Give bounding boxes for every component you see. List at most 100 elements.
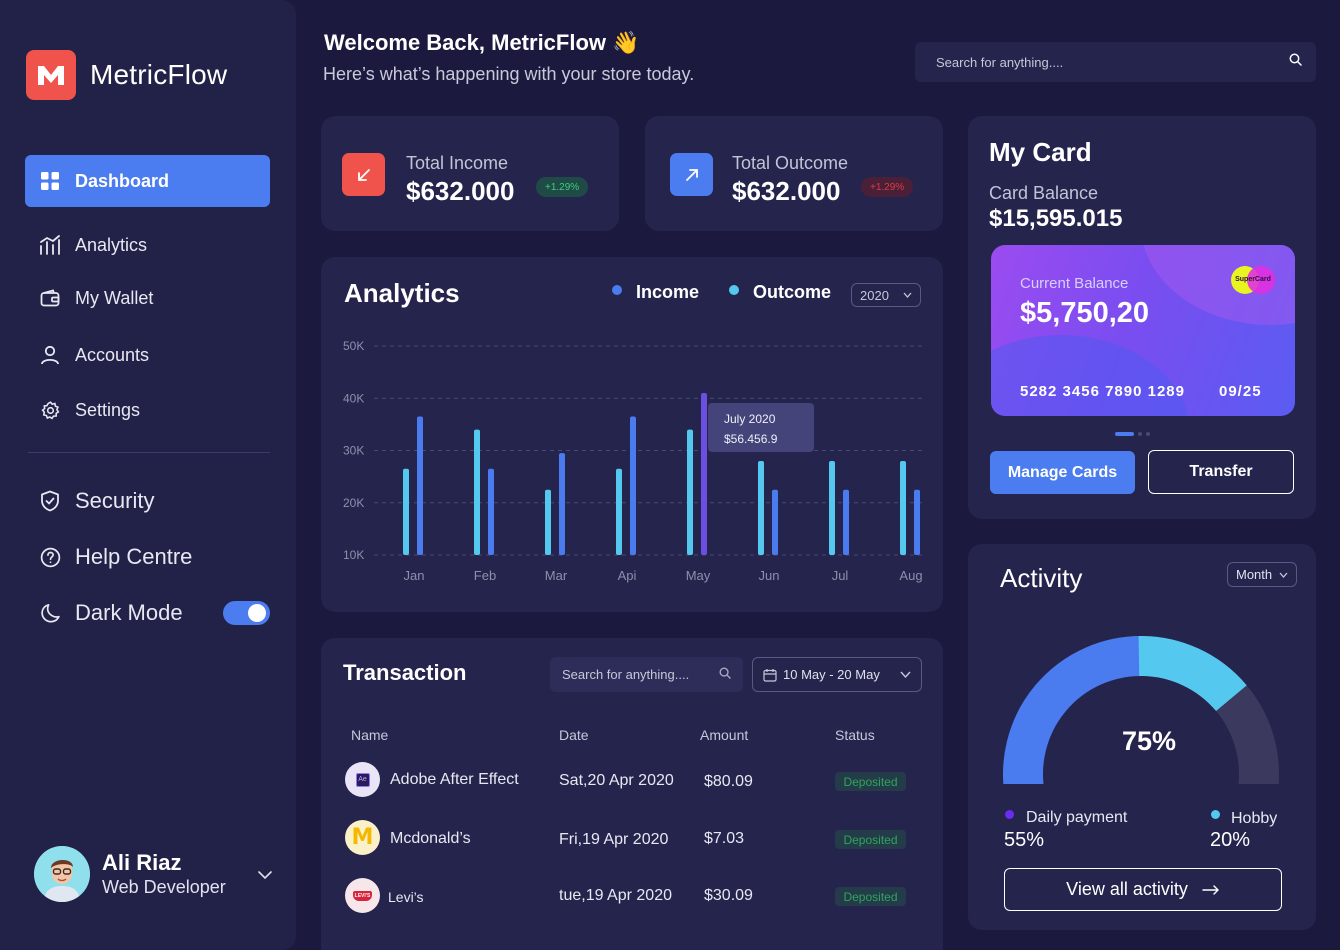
card-brand: SuperCard xyxy=(1235,276,1271,283)
card-decor-circle xyxy=(991,335,1191,416)
nav-label: Help Centre xyxy=(75,544,193,569)
bar-outcome[interactable] xyxy=(474,429,480,555)
carousel-dots[interactable] xyxy=(1115,432,1150,436)
legend-outcome: Outcome xyxy=(729,282,831,303)
calendar-icon xyxy=(763,668,777,682)
column-header-status: Status xyxy=(835,727,875,743)
x-tick-label: Jul xyxy=(832,568,849,583)
bar-outcome[interactable] xyxy=(758,460,764,555)
sidebar: MetricFlow Dashboard Analytics My Wallet… xyxy=(0,0,296,950)
current-balance-value: $5,750,20 xyxy=(1020,297,1150,329)
current-balance-label: Current Balance xyxy=(1020,275,1129,292)
column-header-amount: Amount xyxy=(700,727,749,743)
chevron-down-icon xyxy=(900,671,911,678)
daily-label: Daily payment xyxy=(1026,809,1128,826)
bar-income[interactable] xyxy=(559,453,565,555)
gauge-daily-segment xyxy=(1003,636,1142,784)
bar-outcome[interactable] xyxy=(687,429,693,555)
avatar xyxy=(34,846,90,902)
nav-item-security[interactable]: Security xyxy=(25,475,270,527)
view-all-activity-button[interactable]: View all activity xyxy=(1004,868,1282,911)
bar-outcome[interactable] xyxy=(900,460,906,555)
y-tick-label: 30K xyxy=(343,444,364,458)
nav-label: Accounts xyxy=(75,344,150,365)
total-income-card: Total Income $632.000 +1.29% xyxy=(321,116,619,231)
credit-card[interactable]: Current Balance $5,750,20 SuperCard 5282… xyxy=(991,245,1295,416)
carousel-dot[interactable] xyxy=(1138,432,1142,436)
dark-mode-toggle[interactable] xyxy=(223,601,270,625)
transfer-button[interactable]: Transfer xyxy=(1148,450,1294,494)
row-date: tue,19 Apr 2020 xyxy=(559,887,672,904)
date-range-picker[interactable]: 10 May - 20 May xyxy=(752,657,922,692)
y-tick-label: 20K xyxy=(343,496,364,510)
carousel-dot[interactable] xyxy=(1146,432,1150,436)
card-expiry: 09/25 xyxy=(1219,383,1262,400)
nav-label: Security xyxy=(75,488,155,513)
gauge-remaining-segment xyxy=(1215,685,1279,784)
legend-income-label: Income xyxy=(636,282,700,302)
bar-income[interactable] xyxy=(488,468,494,555)
search-icon[interactable] xyxy=(1289,53,1302,71)
legend-income: Income xyxy=(612,282,699,303)
nav-item-analytics[interactable]: Analytics xyxy=(25,219,270,271)
app-logo[interactable]: MetricFlow xyxy=(26,50,227,100)
row-date: Sat,20 Apr 2020 xyxy=(559,772,674,789)
date-range-value: 10 May - 20 May xyxy=(783,667,880,682)
daily-dot xyxy=(1005,810,1014,819)
logo-circle xyxy=(1247,266,1275,294)
y-tick-label: 50K xyxy=(343,339,364,353)
nav-item-help-centre[interactable]: Help Centre xyxy=(25,531,270,583)
x-tick-label: Mar xyxy=(545,568,568,583)
transaction-search xyxy=(550,657,743,692)
period-select-value: Month xyxy=(1236,567,1273,582)
card-balance-value: $15,595.015 xyxy=(989,205,1123,232)
nav-label: Settings xyxy=(75,399,141,420)
search-icon[interactable] xyxy=(719,666,731,684)
global-search xyxy=(915,42,1316,82)
bar-outcome[interactable] xyxy=(403,468,409,555)
hobby-value: 20% xyxy=(1210,829,1251,851)
status-badge: Deposited xyxy=(835,772,906,791)
year-select[interactable]: 2020 xyxy=(851,283,921,307)
period-select[interactable]: Month xyxy=(1227,562,1297,587)
nav-label: Dashboard xyxy=(75,170,170,191)
sidebar-divider xyxy=(28,452,270,453)
legend-income-dot xyxy=(612,284,622,295)
row-amount: $30.09 xyxy=(704,887,753,904)
nav-item-dashboard[interactable]: Dashboard xyxy=(25,155,270,207)
user-profile[interactable]: Ali Riaz Web Developer xyxy=(34,846,274,902)
bar-income-highlighted[interactable] xyxy=(701,393,707,555)
manage-cards-button[interactable]: Manage Cards xyxy=(990,451,1135,494)
grid-icon xyxy=(39,170,61,192)
search-input[interactable] xyxy=(936,54,1236,70)
toggle-knob xyxy=(248,604,266,622)
row-amount: $80.09 xyxy=(704,773,753,790)
y-tick-label: 10K xyxy=(343,548,364,562)
carousel-dot-active[interactable] xyxy=(1115,432,1134,436)
y-tick-label: 40K xyxy=(343,391,364,405)
analytics-icon xyxy=(39,234,61,256)
transaction-title: Transaction xyxy=(343,660,467,685)
bar-outcome[interactable] xyxy=(545,489,551,555)
nav-item-settings[interactable]: Settings xyxy=(25,384,270,436)
bar-income[interactable] xyxy=(914,489,920,555)
profile-role: Web Developer xyxy=(102,877,226,897)
nav-item-my-wallet[interactable]: My Wallet xyxy=(25,272,270,324)
bar-income[interactable] xyxy=(417,416,423,555)
chevron-down-icon[interactable] xyxy=(258,866,272,884)
transaction-search-input[interactable] xyxy=(562,667,702,682)
nav-item-accounts[interactable]: Accounts xyxy=(25,329,270,381)
bar-outcome[interactable] xyxy=(616,468,622,555)
bar-income[interactable] xyxy=(630,416,636,555)
tooltip-value: $56.456.9 xyxy=(724,432,778,446)
bar-income[interactable] xyxy=(843,489,849,555)
chevron-down-icon xyxy=(1279,572,1288,578)
bar-income[interactable] xyxy=(772,489,778,555)
total-outcome-card: Total Outcome $632.000 +1.29% xyxy=(645,116,943,231)
bar-outcome[interactable] xyxy=(829,460,835,555)
income-change-badge: +1.29% xyxy=(536,177,589,197)
activity-gauge xyxy=(1003,636,1279,784)
app-name: MetricFlow xyxy=(90,59,228,90)
shield-icon xyxy=(39,490,61,512)
view-all-label: View all activity xyxy=(1066,879,1188,899)
